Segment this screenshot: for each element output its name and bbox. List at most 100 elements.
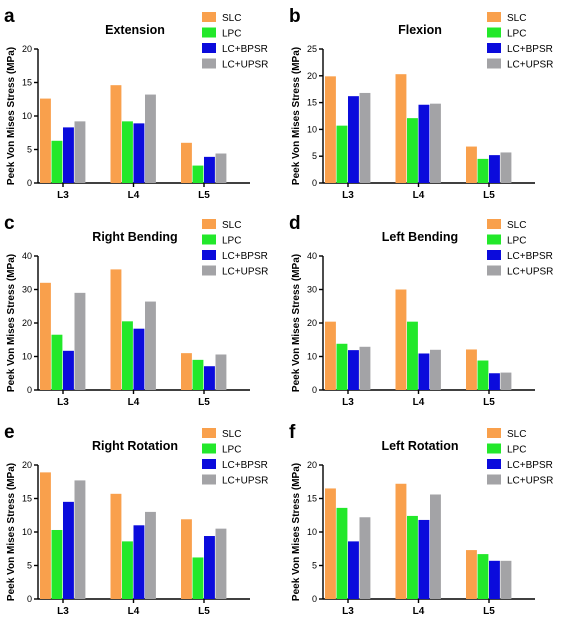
- bar-lpc-l4: [122, 541, 133, 599]
- legend-label: LPC: [507, 29, 526, 40]
- bar-slc-l5: [466, 550, 477, 599]
- x-tick-label: L4: [413, 606, 425, 617]
- y-tick-label: 10: [307, 527, 317, 537]
- bar-lc-upsr-l4: [430, 494, 441, 599]
- legend-label: LC+BPSR: [507, 460, 553, 471]
- chart-panel-c: c Right Bending Peek Von Mises Stress (MPa…: [4, 213, 268, 408]
- legend-swatch-slc: [202, 12, 216, 22]
- legend-swatch-lc-upsr: [487, 474, 501, 485]
- bar-lc-bpsr-l4: [418, 519, 430, 599]
- bar-lc-upsr-l3: [359, 92, 371, 183]
- bar-lc-bpsr-l5: [489, 560, 500, 599]
- chart-title: Flexion: [398, 23, 442, 37]
- y-axis-label: Peek Von Mises Stress (MPa): [291, 254, 302, 392]
- y-tick-label: 15: [22, 494, 32, 504]
- bar-lc-bpsr-l4: [133, 525, 145, 599]
- legend-label: LC+UPSR: [507, 267, 553, 278]
- legend-label: LC+BPSR: [507, 44, 553, 55]
- legend-swatch-lpc: [487, 234, 501, 245]
- bar-lc-bpsr-l3: [348, 350, 359, 390]
- bar-slc-l4: [395, 289, 407, 390]
- bar-lc-upsr-l4: [145, 301, 156, 390]
- legend-label: LPC: [507, 236, 526, 247]
- legend-label: LC+BPSR: [222, 251, 268, 262]
- y-tick-label: 25: [307, 44, 317, 54]
- bar-slc-l3: [40, 472, 51, 599]
- x-tick-label: L5: [198, 397, 210, 408]
- y-tick-label: 5: [312, 151, 317, 161]
- x-tick-label: L3: [342, 190, 354, 201]
- chart-title: Left Bending: [382, 230, 458, 244]
- bar-lpc-l5: [192, 359, 204, 390]
- legend-label: LC+UPSR: [507, 476, 553, 487]
- bar-slc-l3: [40, 98, 51, 183]
- legend-label: LPC: [222, 236, 241, 247]
- bar-lc-bpsr-l3: [63, 350, 74, 390]
- chart-title: Right Bending: [92, 230, 177, 244]
- bar-lpc-l3: [336, 343, 348, 390]
- x-tick-label: L4: [128, 397, 140, 408]
- bar-lpc-l4: [122, 121, 133, 183]
- bar-slc-l5: [181, 353, 192, 390]
- bar-lc-upsr-l5: [500, 152, 512, 183]
- legend-label: LC+BPSR: [507, 251, 553, 262]
- bar-lpc-l3: [51, 334, 63, 390]
- bar-lc-bpsr-l5: [204, 156, 215, 183]
- bar-lc-upsr-l5: [215, 354, 227, 390]
- x-tick-label: L3: [57, 606, 69, 617]
- bar-slc-l5: [181, 519, 192, 599]
- legend-swatch-lc-bpsr: [202, 250, 216, 260]
- chart-panel-e: e Right Rotation Peek Von Mises Stress (MP…: [4, 422, 268, 617]
- bar-lc-bpsr-l3: [348, 96, 359, 183]
- bar-lc-upsr-l3: [359, 346, 371, 390]
- y-tick-label: 20: [22, 460, 32, 470]
- legend-swatch-lc-bpsr: [202, 43, 216, 53]
- x-tick-label: L3: [342, 606, 354, 617]
- bar-lc-bpsr-l4: [133, 328, 145, 390]
- bar-lc-upsr-l4: [430, 349, 441, 390]
- legend-swatch-lc-upsr: [202, 58, 216, 69]
- legend-label: LC+UPSR: [222, 476, 268, 487]
- x-tick-label: L5: [483, 397, 495, 408]
- y-axis-label: Peek Von Mises Stress (MPa): [6, 254, 17, 392]
- bar-lc-bpsr-l3: [63, 501, 74, 599]
- bar-lc-upsr-l4: [145, 94, 156, 183]
- y-axis-label: Peek Von Mises Stress (MPa): [6, 47, 17, 185]
- legend-label: SLC: [507, 429, 526, 440]
- legend-label: SLC: [222, 429, 241, 440]
- bar-lc-upsr-l5: [215, 153, 227, 183]
- bar-lpc-l5: [192, 557, 204, 599]
- y-tick-label: 10: [307, 352, 317, 362]
- legend-label: LPC: [507, 445, 526, 456]
- x-tick-label: L4: [128, 606, 140, 617]
- panel-letter: f: [289, 422, 296, 443]
- legend-swatch-lc-bpsr: [202, 459, 216, 469]
- bar-slc-l5: [181, 142, 192, 183]
- legend-swatch-lpc: [202, 234, 216, 245]
- bar-lpc-l3: [336, 125, 348, 183]
- legend-label: LC+UPSR: [222, 60, 268, 71]
- y-tick-label: 15: [307, 98, 317, 108]
- bar-lc-bpsr-l4: [418, 353, 430, 390]
- legend-swatch-lpc: [487, 27, 501, 38]
- x-tick-label: L5: [198, 190, 210, 201]
- bar-slc-l4: [395, 483, 407, 599]
- legend-swatch-lc-upsr: [202, 474, 216, 485]
- legend-label: LC+UPSR: [222, 267, 268, 278]
- y-tick-label: 0: [312, 594, 317, 604]
- chart-panel-b: b Flexion Peek Von Mises Stress (MPa) 0 5 10 1…: [289, 6, 553, 201]
- legend-swatch-lc-bpsr: [487, 43, 501, 53]
- legend-label: SLC: [222, 13, 241, 24]
- legend-swatch-slc: [487, 12, 501, 22]
- y-axis-label: Peek Von Mises Stress (MPa): [291, 47, 302, 185]
- bar-slc-l5: [466, 146, 477, 183]
- y-tick-label: 20: [22, 318, 32, 328]
- bar-lpc-l5: [477, 360, 489, 390]
- y-tick-label: 0: [312, 385, 317, 395]
- panel-letter: b: [289, 6, 301, 27]
- y-tick-label: 20: [307, 318, 317, 328]
- bar-lc-bpsr-l3: [348, 541, 359, 599]
- x-tick-label: L3: [57, 190, 69, 201]
- y-tick-label: 5: [312, 561, 317, 571]
